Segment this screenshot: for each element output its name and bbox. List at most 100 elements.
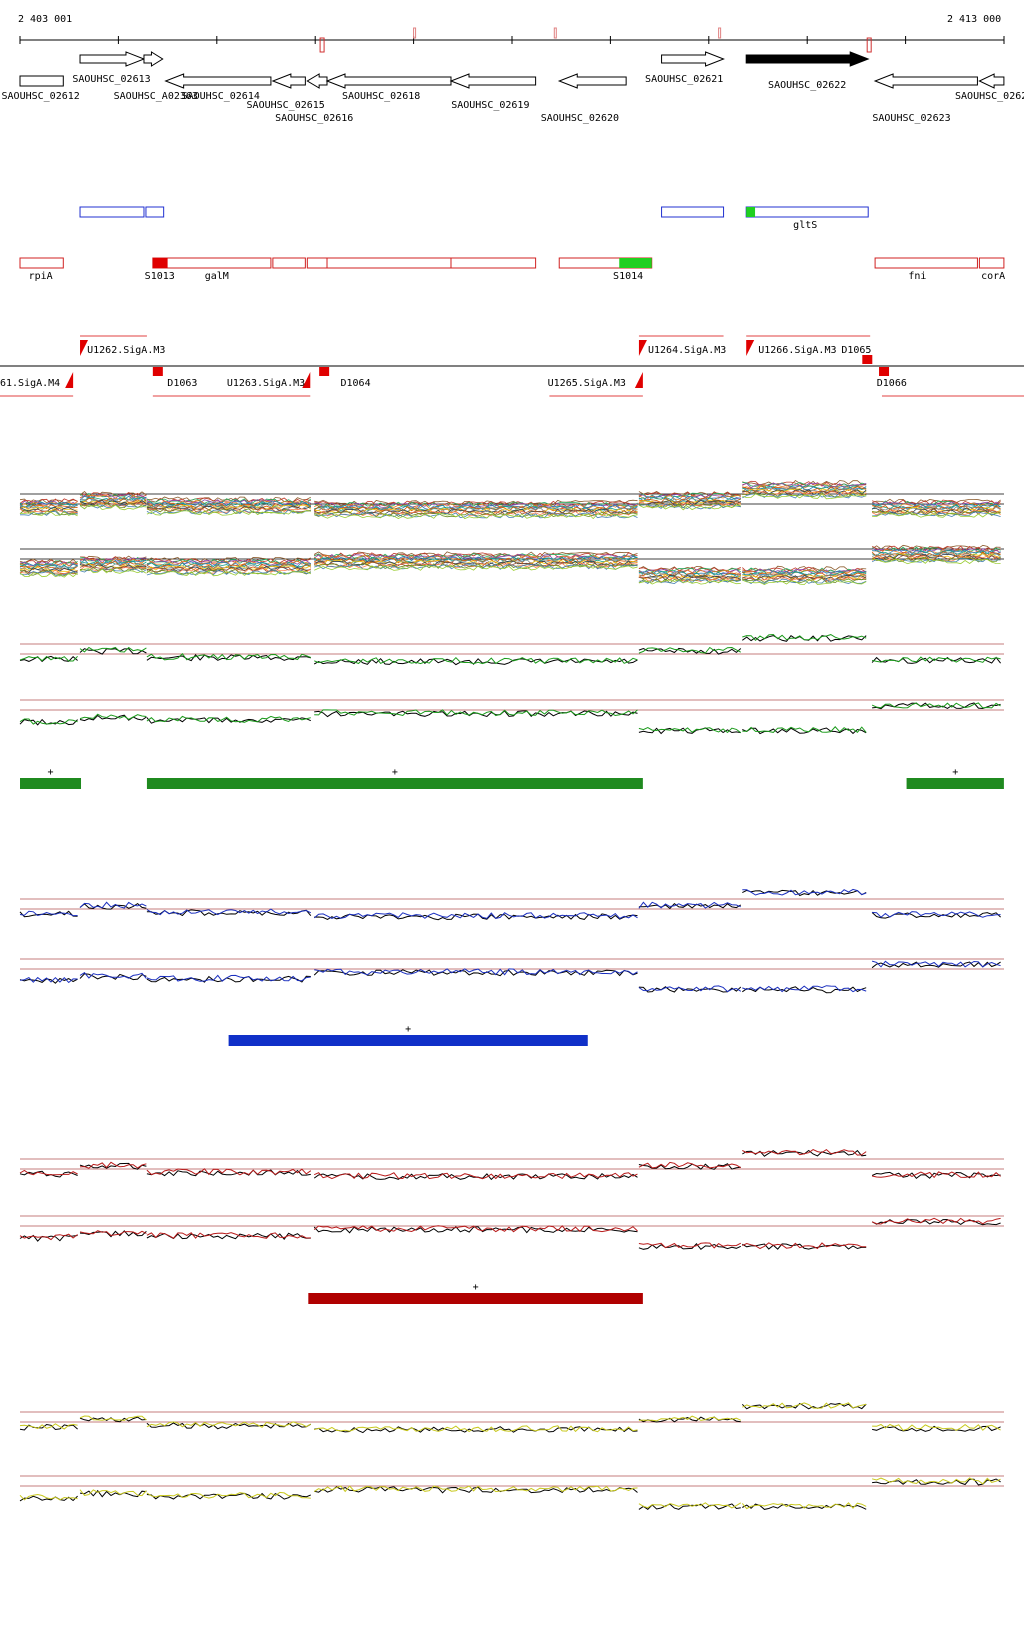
tx-start-flag [302,372,311,388]
expression-line-red [79,1230,147,1237]
expression-line [146,507,311,514]
transcription-unit-track: U1262.SigA.M3 61.SigA.M4 D1063 U1263.SigA.M… [0,335,1024,397]
expression-line-black [313,657,638,666]
tx-label: U1263.SigA.M3 [227,378,305,389]
expression-line-black [741,1402,867,1410]
expression-line-black [19,1170,78,1178]
expression-line [146,508,311,515]
red-feature-mark [152,258,168,268]
expression-line-black [146,1492,311,1500]
expression-line [742,577,867,584]
expression-line [314,506,638,513]
expression-line [742,574,867,581]
segment-bar [906,778,1004,789]
expression-line-red [638,1242,742,1249]
segment-bar [146,778,643,789]
expression-line-black [79,1489,147,1498]
expression-line-black [638,727,741,735]
tx-terminator [152,367,163,376]
expression-line [314,560,638,567]
tx-start-flag [80,340,89,356]
gene-label: SAOUHSC_A02363 [114,91,198,102]
expression-line [872,510,1001,517]
expression-line-green [19,655,78,662]
expression-line [638,503,741,510]
expression-line-green [638,646,742,654]
expression-panel-yellow [19,1402,1004,1434]
gene-arrow-SAOUHSC_02613 [79,51,146,67]
tx-terminator [879,367,890,376]
gene-arrow-SAOUHSC_02621 [661,51,725,67]
expression-line [872,558,1001,565]
ruler-site-marker [319,37,325,53]
expression-line [146,558,311,565]
expression-line-yellow [638,1502,742,1509]
tx-start-flag [65,372,74,388]
expression-line-green [314,656,638,665]
expression-line [19,566,78,572]
expression-line-black [638,1163,741,1170]
expression-line [742,568,867,575]
red-feature-box [978,257,1005,269]
blue-feature-box [745,206,869,218]
gene-annotation-track: SAOUHSC_02612 SAOUHSC_02613 SAOUHSC_A02363… [2,51,1024,124]
expression-line-blue [638,901,741,909]
feature-label: galM [205,271,229,282]
expression-panel-multi [19,479,1004,520]
tx-label: D1065 [841,345,871,356]
expression-line-black [638,986,742,993]
expression-line [638,576,742,582]
expression-line-green [79,713,147,720]
expression-line-black [146,1169,311,1177]
ruler-end-label: 2 413 000 [947,14,1001,25]
expression-line [742,572,867,578]
expression-line [742,483,867,490]
ruler-site-marker [553,27,557,39]
segment-bar [308,1293,643,1304]
feature-label: S1013 [145,271,175,282]
expression-line [742,485,867,492]
expression-line-black [742,889,867,897]
tx-label: U1266.SigA.M3 [758,345,836,356]
feature-label: fni [908,271,926,282]
red-feature-box [450,257,537,269]
tx-start-flag [746,340,755,356]
expression-line-blue [742,985,867,993]
tx-label: U1262.SigA.M3 [87,345,165,356]
expression-line [19,501,78,507]
tx-start-flag [638,340,647,356]
expression-line [742,576,867,583]
expression-line-black [314,1486,638,1494]
expression-line-yellow [741,1502,867,1510]
expression-line-black [314,1426,638,1434]
expression-line [872,512,1001,518]
expression-line-yellow [146,1491,311,1499]
expression-line-yellow [19,1493,78,1501]
expression-line [146,556,311,563]
expression-line-yellow [871,1477,1001,1485]
gene-arrow-SAOUHSC_02614 [164,73,272,89]
expression-line-black [871,1218,1001,1226]
gene-label: SAOUHSC_02622 [768,80,846,91]
gene-arrow-SAOUHSC_02624 [978,73,1005,89]
tx-label: U1264.SigA.M3 [648,345,726,356]
gene-label: SAOUHSC_02615 [247,100,325,111]
red-feature-box [558,257,653,269]
expression-line [79,568,147,574]
expression-line [871,505,1001,512]
expression-line [19,562,78,568]
expression-line [19,506,78,513]
expression-profile-tracks [19,479,1004,1510]
expression-line-green [146,653,311,661]
expression-line [19,572,78,578]
expression-line-black [638,1243,742,1250]
gene-label: SAOUHSC_02614 [182,91,260,102]
expression-line-blue [638,985,742,993]
expression-line [146,500,312,506]
expression-line [314,551,638,558]
feature-label: S1014 [613,271,643,282]
expression-line-blue [19,910,78,917]
expression-line-blue [79,972,147,979]
gene-label: SAOUHSC_02619 [451,100,529,111]
